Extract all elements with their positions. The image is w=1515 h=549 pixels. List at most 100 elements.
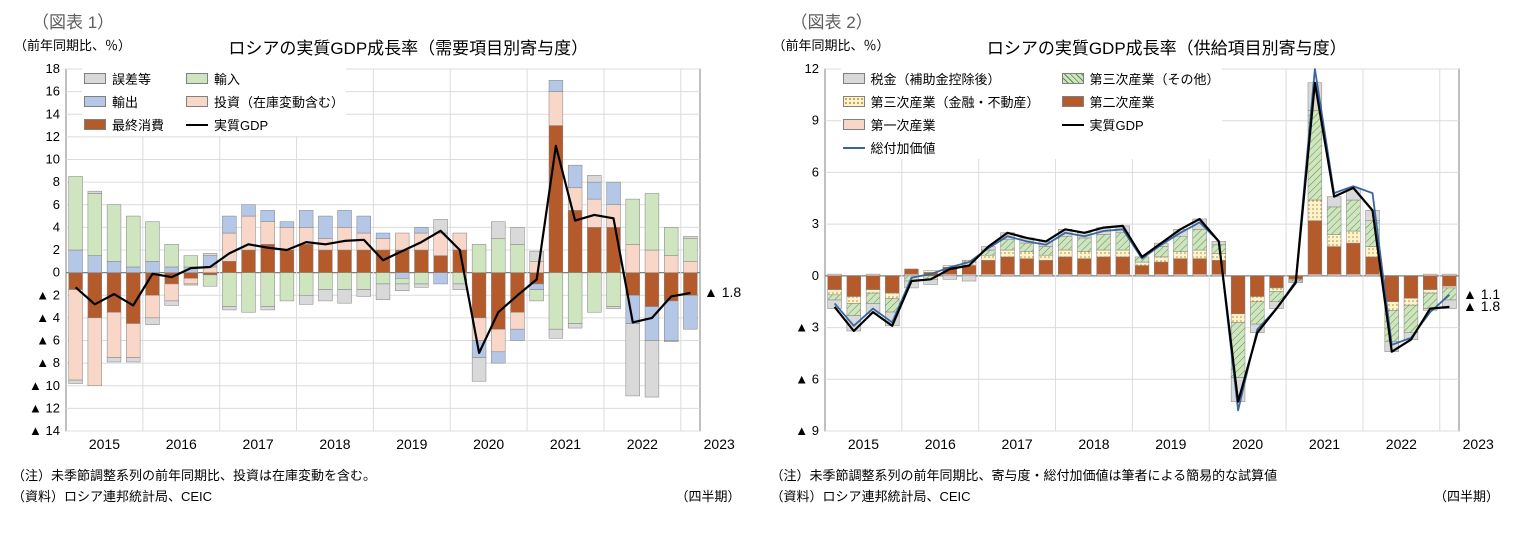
- legend-item: 輸出: [84, 92, 164, 111]
- legend-label: 税金（補助金控除後）: [871, 69, 1001, 88]
- svg-text:0: 0: [811, 268, 818, 283]
- svg-text:▲ 4: ▲ 4: [36, 310, 60, 325]
- svg-text:2015: 2015: [847, 436, 878, 452]
- legend-swatch-yunyu: [186, 73, 208, 84]
- legend-swatch-gva-line: [843, 147, 865, 149]
- svg-text:2021: 2021: [1308, 436, 1339, 452]
- legend-label: 誤差等: [112, 69, 151, 88]
- chart2-wrap: ▲ 9 ▲ 6 ▲ 3 0 3 6 9 12 2015 2016 2017 2018 2019 2020 2…: [767, 63, 1508, 463]
- svg-text:0: 0: [53, 265, 60, 280]
- svg-text:6: 6: [53, 197, 60, 212]
- svg-text:14: 14: [46, 106, 60, 121]
- legend-swatch-gdp-line: [186, 124, 208, 126]
- legend-label: 第二次産業: [1090, 92, 1155, 111]
- chart1-note2: （資料）ロシア連邦統計局、CEIC: [12, 486, 212, 505]
- chart2-x-unit: （四半期）: [1434, 486, 1499, 505]
- legend-item: 輸入: [186, 69, 344, 88]
- svg-text:▲ 1.8: ▲ 1.8: [1463, 298, 1500, 314]
- svg-text:▲ 3: ▲ 3: [795, 320, 819, 335]
- legend-swatch-san3f: [843, 96, 865, 107]
- chart1-x-unit: （四半期）: [675, 486, 740, 505]
- legend-swatch-san1: [843, 119, 865, 130]
- chart2-note2: （資料）ロシア連邦統計局、CEIC: [771, 486, 971, 505]
- legend-item: 第一次産業: [843, 115, 1040, 134]
- legend-item: 実質GDP: [186, 115, 344, 134]
- svg-text:2015: 2015: [89, 436, 120, 452]
- legend-item: 最終消費: [84, 115, 164, 134]
- chart1-panel: （図表 1） （前年同期比、％） ロシアの実質GDP成長率（需要項目別寄与度） …: [8, 8, 749, 505]
- svg-text:2021: 2021: [550, 436, 581, 452]
- legend-swatch-gdp-line: [1062, 124, 1084, 126]
- svg-text:2023: 2023: [704, 436, 735, 452]
- chart1-legend: 誤差等 輸入 輸出 投資（在庫変動含む） 最終消費 実質GDP: [82, 67, 346, 136]
- chart2-legend: 税金（補助金控除後） 第三次産業（その他） 第三次産業（金融・不動産） 第二次産…: [841, 67, 1222, 159]
- legend-label: 第三次産業（金融・不動産）: [871, 92, 1040, 111]
- svg-text:2: 2: [53, 242, 60, 257]
- chart1-axis-unit: （前年同期比、％）: [14, 35, 131, 54]
- svg-text:▲ 1.8: ▲ 1.8: [704, 284, 741, 300]
- legend-swatch-san3o: [1062, 73, 1084, 84]
- legend-item: 実質GDP: [1062, 115, 1220, 134]
- legend-item: 誤差等: [84, 69, 164, 88]
- chart2-note1: （注）未季節調整系列の前年同期比、寄与度・総付加価値は筆者による簡易的な試算値: [771, 465, 1508, 484]
- legend-swatch-toshi: [186, 96, 208, 107]
- svg-text:2022: 2022: [627, 436, 658, 452]
- legend-item: 税金（補助金控除後）: [843, 69, 1040, 88]
- legend-item: 第三次産業（その他）: [1062, 69, 1220, 88]
- svg-text:2020: 2020: [473, 436, 504, 452]
- svg-text:4: 4: [53, 219, 60, 234]
- chart1-fig-label: （図表 1）: [32, 8, 749, 33]
- legend-item: 第二次産業: [1062, 92, 1220, 111]
- svg-text:2019: 2019: [1155, 436, 1186, 452]
- legend-label: 総付加価値: [871, 138, 936, 157]
- svg-text:2018: 2018: [1078, 436, 1109, 452]
- chart2-axis-unit: （前年同期比、％）: [773, 35, 890, 54]
- svg-text:16: 16: [46, 84, 60, 99]
- legend-label: 最終消費: [112, 115, 164, 134]
- svg-text:▲ 6: ▲ 6: [36, 333, 60, 348]
- svg-text:▲ 2: ▲ 2: [36, 287, 60, 302]
- legend-label: 輸入: [214, 69, 240, 88]
- legend-label: 輸出: [112, 92, 138, 111]
- svg-text:12: 12: [46, 129, 60, 144]
- svg-text:▲ 6: ▲ 6: [795, 371, 819, 386]
- svg-text:2020: 2020: [1232, 436, 1263, 452]
- chart2-fig-label: （図表 2）: [791, 8, 1508, 33]
- svg-text:10: 10: [46, 152, 60, 167]
- legend-swatch-zeikin: [843, 73, 865, 84]
- svg-text:2017: 2017: [1001, 436, 1032, 452]
- svg-text:18: 18: [46, 63, 60, 76]
- legend-swatch-gosa: [84, 73, 106, 84]
- legend-label: 第三次産業（その他）: [1090, 69, 1220, 88]
- legend-swatch-san2: [1062, 96, 1084, 107]
- svg-text:3: 3: [811, 216, 818, 231]
- svg-text:6: 6: [811, 164, 818, 179]
- svg-text:9: 9: [811, 113, 818, 128]
- svg-text:▲ 14: ▲ 14: [29, 423, 60, 438]
- legend-swatch-shohi: [84, 119, 106, 130]
- svg-text:▲ 9: ▲ 9: [795, 423, 819, 438]
- svg-text:8: 8: [53, 174, 60, 189]
- legend-item: 投資（在庫変動含む）: [186, 92, 344, 111]
- chart1-wrap: ▲ 14 ▲ 12 ▲ 10 ▲ 8 ▲ 6 ▲ 4 ▲ 2 0 2 4 6 8 10 12 14 16 18 2…: [8, 63, 749, 463]
- svg-text:2017: 2017: [243, 436, 274, 452]
- legend-label: 実質GDP: [214, 115, 268, 134]
- svg-text:▲ 12: ▲ 12: [29, 400, 60, 415]
- legend-label: 第一次産業: [871, 115, 936, 134]
- svg-text:12: 12: [804, 63, 818, 76]
- svg-text:2022: 2022: [1385, 436, 1416, 452]
- svg-text:2016: 2016: [166, 436, 197, 452]
- svg-text:▲ 10: ▲ 10: [29, 378, 60, 393]
- svg-text:2019: 2019: [396, 436, 427, 452]
- chart1-note1: （注）未季節調整系列の前年同期比、投資は在庫変動を含む。: [12, 465, 749, 484]
- svg-text:2018: 2018: [319, 436, 350, 452]
- legend-swatch-yushutsu: [84, 96, 106, 107]
- legend-label: 実質GDP: [1090, 115, 1144, 134]
- legend-item: 第三次産業（金融・不動産）: [843, 92, 1040, 111]
- svg-text:2023: 2023: [1462, 436, 1493, 452]
- chart2-panel: （図表 2） （前年同期比、％） ロシアの実質GDP成長率（供給項目別寄与度） …: [767, 8, 1508, 505]
- svg-text:2016: 2016: [924, 436, 955, 452]
- legend-label: 投資（在庫変動含む）: [214, 92, 344, 111]
- legend-item: 総付加価値: [843, 138, 1040, 157]
- svg-text:▲ 8: ▲ 8: [36, 355, 60, 370]
